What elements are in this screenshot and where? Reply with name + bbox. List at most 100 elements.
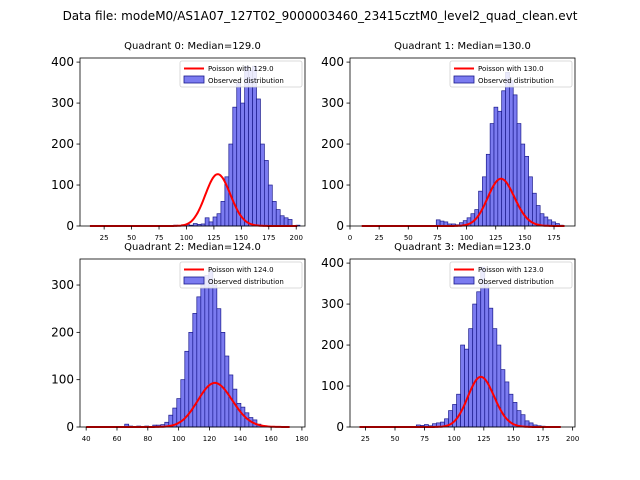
x-tick-label: 75	[420, 435, 429, 443]
histogram-bar	[275, 209, 281, 227]
legend-box	[449, 261, 573, 289]
x-tick-label: 100	[448, 435, 461, 443]
y-tick-label: 100	[321, 379, 344, 393]
histogram-bar	[535, 205, 541, 227]
x-tick-label: 150	[518, 234, 531, 242]
histogram-bar	[260, 143, 265, 227]
histogram-bar	[204, 275, 210, 428]
x-tick-label: 125	[207, 234, 220, 242]
axes-frame	[349, 258, 576, 428]
axes-frame	[349, 57, 576, 227]
histogram-bar	[216, 308, 222, 428]
histogram-bar	[220, 201, 226, 227]
histogram-bar	[488, 307, 494, 428]
y-tick-label: 200	[51, 137, 74, 151]
y-tick-label: 400	[321, 55, 344, 69]
histogram-bar	[208, 270, 214, 428]
histogram-bar	[520, 414, 526, 428]
x-tick-label: 100	[180, 234, 193, 242]
x-tick-label: 175	[262, 234, 275, 242]
x-tick-label: 100	[460, 234, 473, 242]
legend-entry-poisson: Poisson with 129.0	[208, 65, 274, 73]
histogram-bar	[279, 215, 285, 227]
histogram-bar	[500, 369, 506, 428]
histogram-bar	[264, 160, 269, 227]
y-tick-label: 400	[51, 55, 74, 69]
histogram-bar	[271, 201, 277, 227]
legend-bar-swatch	[453, 75, 475, 84]
x-tick-label: 60	[113, 435, 122, 443]
histogram-bar	[200, 284, 206, 428]
x-tick-label: 50	[391, 435, 400, 443]
histogram-bar	[512, 94, 518, 227]
histogram-bar	[516, 410, 522, 428]
histogram-bar	[236, 82, 242, 227]
legend-entry-observed: Observed distribution	[208, 278, 284, 286]
histogram-bar	[192, 313, 198, 428]
legend-bar-swatch	[183, 276, 205, 285]
y-tick-label: 300	[321, 297, 344, 311]
y-tick-label: 300	[321, 96, 344, 110]
histogram-bar	[472, 303, 478, 428]
histogram-bar	[252, 65, 257, 227]
subplot-title: Quadrant 1: Median=130.0	[394, 41, 531, 52]
x-tick-label: 25	[100, 234, 109, 242]
subplot-quadrant-1: Quadrant 1: Median=130.0 0 25 50 75 100 125 150…	[321, 41, 576, 242]
subplot-quadrant-2: Quadrant 2: Median=124.0 40 60 80 100 120 140 1…	[51, 242, 309, 443]
legend-bar-swatch	[453, 276, 475, 285]
y-tick-label: 0	[66, 420, 74, 434]
subplot-title: Quadrant 2: Median=124.0	[124, 242, 261, 253]
y-tick-label: 200	[321, 338, 344, 352]
x-tick-label: 25	[361, 435, 370, 443]
histogram-bar	[484, 283, 490, 428]
y-tick-label: 0	[336, 420, 344, 434]
histogram-bar	[248, 69, 253, 227]
x-tick-label: 75	[155, 234, 164, 242]
x-tick-label: 100	[172, 435, 185, 443]
histogram-bar	[232, 388, 238, 428]
subplot-title: Quadrant 0: Median=129.0	[124, 41, 261, 52]
histogram-bars	[165, 65, 301, 227]
histogram-bar	[496, 344, 502, 428]
figure-suptitle: Data file: modeM0/AS1A07_127T02_90000034…	[63, 9, 578, 23]
subplot-title: Quadrant 3: Median=123.0	[394, 242, 531, 253]
legend: Poisson with 129.0 Observed distribution	[179, 60, 303, 88]
y-tick-label: 200	[321, 137, 344, 151]
x-tick-label: 120	[203, 435, 216, 443]
x-tick-label: 180	[295, 435, 308, 443]
histogram-bar	[212, 216, 218, 227]
histogram-bar	[208, 221, 214, 227]
histogram-bar	[220, 332, 226, 428]
histogram-bars	[124, 270, 274, 428]
axes-frame	[79, 258, 306, 428]
legend-entry-poisson: Poisson with 123.0	[478, 266, 544, 274]
histogram-bar	[212, 284, 218, 428]
histogram-bar	[267, 184, 273, 227]
legend-entry-poisson: Poisson with 130.0	[478, 65, 544, 73]
histogram-bar	[493, 106, 499, 227]
legend-box	[449, 60, 573, 88]
histogram-bar	[204, 217, 210, 227]
legend: Poisson with 130.0 Observed distribution	[449, 60, 573, 88]
legend-entry-observed: Observed distribution	[478, 77, 554, 85]
histogram-bar	[460, 344, 465, 428]
y-tick-label: 0	[336, 219, 344, 233]
histogram-bar	[244, 65, 249, 227]
histogram-bar	[509, 80, 514, 227]
x-tick-label: 150	[507, 435, 520, 443]
x-tick-label: 175	[547, 234, 560, 242]
x-tick-label: 160	[264, 435, 277, 443]
histogram-bar	[228, 143, 234, 227]
x-tick-label: 40	[82, 435, 91, 443]
histogram-bar	[476, 291, 482, 428]
subplot-quadrant-3: Quadrant 3: Median=123.0 25 50 75 100 125 150 1…	[321, 242, 579, 443]
histogram-bar	[489, 123, 495, 227]
legend: Poisson with 123.0 Observed distribution	[449, 261, 573, 289]
x-tick-label: 125	[477, 435, 490, 443]
x-tick-label: 125	[489, 234, 502, 242]
y-tick-label: 100	[51, 373, 74, 387]
histogram-bar	[240, 102, 245, 227]
histogram-bar	[543, 216, 549, 227]
histogram-bar	[256, 98, 261, 227]
